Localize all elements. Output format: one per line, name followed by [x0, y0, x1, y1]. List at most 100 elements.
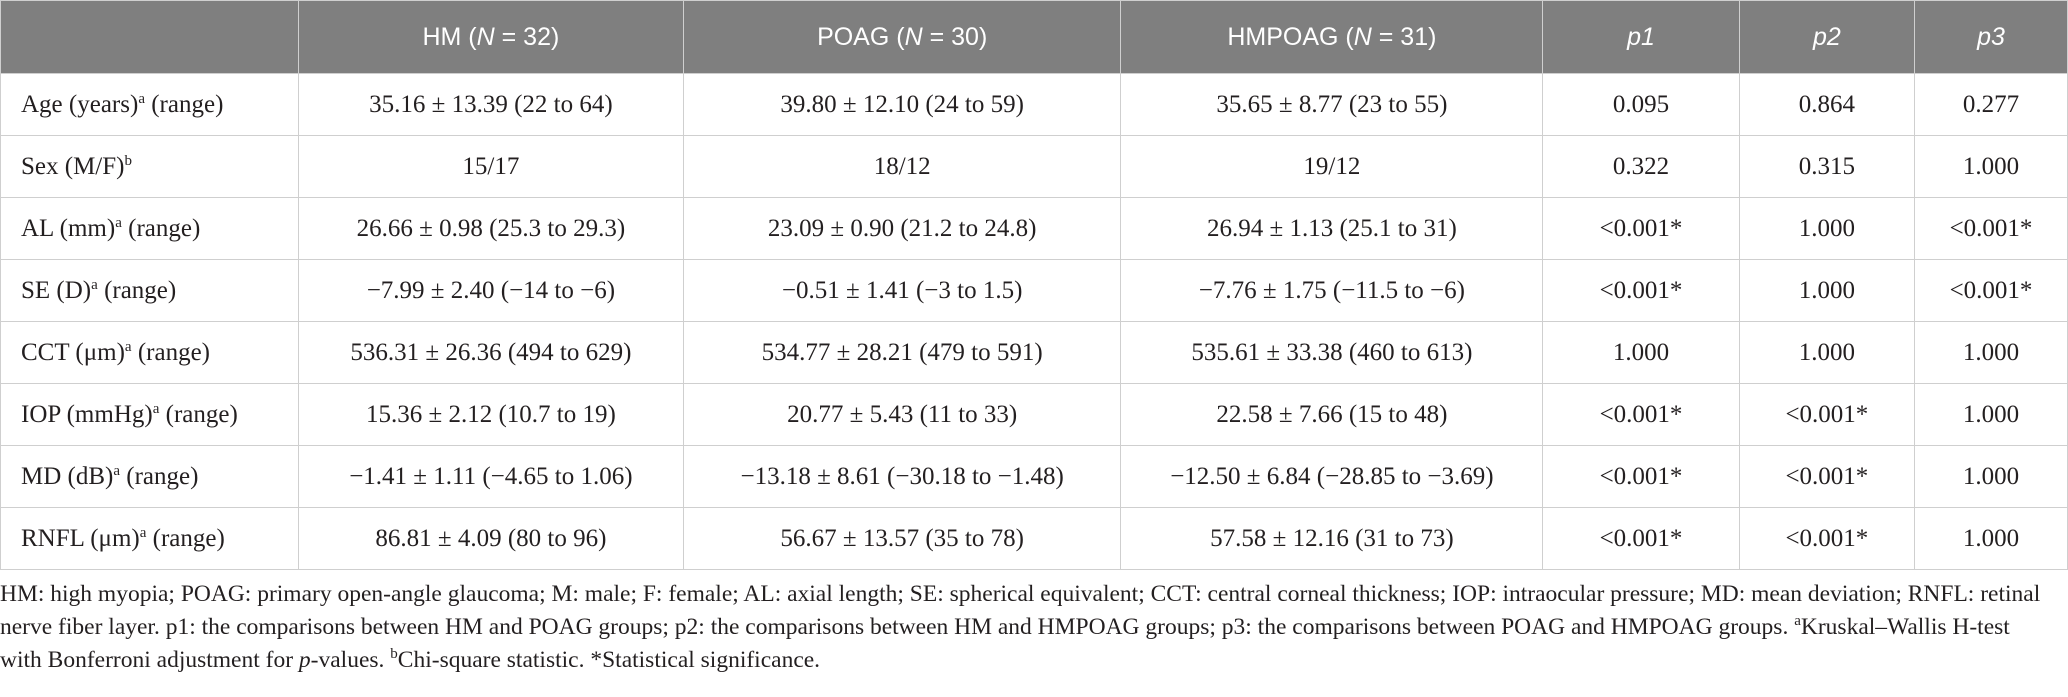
table-row: IOP (mmHg)a (range) 15.36 ± 2.12 (10.7 to… — [0, 383, 2068, 446]
row-label: Sex (M/F)b — [0, 135, 299, 198]
column-header-post: = 30) — [922, 22, 988, 51]
cell-p3: 1.000 — [1914, 507, 2068, 570]
cell-p3: <0.001* — [1914, 259, 2068, 322]
table-footnote: HM: high myopia; POAG: primary open-angl… — [0, 578, 2050, 677]
row-label: IOP (mmHg)a (range) — [0, 383, 299, 446]
row-label-text: MD (dB) — [21, 463, 114, 490]
cell-hmpoag: 26.94 ± 1.13 (25.1 to 31) — [1120, 197, 1544, 260]
footnote-a-text-italic: p — [298, 647, 311, 673]
column-header-italic: N — [1353, 22, 1372, 51]
row-label-superscript: a — [91, 277, 98, 293]
cell-p3: 1.000 — [1914, 383, 2068, 446]
row-label-text: CCT (μm) — [21, 339, 125, 366]
cell-p3: 1.000 — [1914, 321, 2068, 384]
cell-hm: 15.36 ± 2.12 (10.7 to 19) — [297, 383, 684, 446]
table-row: Sex (M/F)b 15/17 18/12 19/12 0.322 0.315 1.000 — [0, 135, 2068, 198]
cell-poag: 56.67 ± 13.57 (35 to 78) — [682, 507, 1122, 570]
row-label: AL (mm)a (range) — [0, 197, 299, 260]
cell-p1: <0.001* — [1542, 507, 1740, 570]
column-header-italic: p3 — [1977, 22, 2005, 51]
column-header-italic: p2 — [1812, 22, 1841, 51]
column-header-pre: HMPOAG ( — [1227, 22, 1354, 51]
row-label-superscript: a — [139, 525, 147, 541]
cell-p3: <0.001* — [1914, 197, 2068, 260]
cell-poag: 20.77 ± 5.43 (11 to 33) — [682, 383, 1122, 446]
cell-hmpoag: 35.65 ± 8.77 (23 to 55) — [1120, 73, 1544, 136]
row-label-text: Age (years) — [21, 91, 139, 118]
table-row: SE (D)a (range) −7.99 ± 2.40 (−14 to −6) −… — [0, 259, 2068, 322]
cell-hmpoag: 22.58 ± 7.66 (15 to 48) — [1120, 383, 1544, 446]
footnote-a-text-pre: Kruskal–Wallis H-test with Bonferroni ad… — [0, 614, 2010, 673]
row-label-text: SE (D) — [21, 277, 92, 304]
cell-p2: <0.001* — [1738, 445, 1916, 508]
cell-p2: <0.001* — [1738, 507, 1916, 570]
row-label-superscript: a — [115, 215, 122, 231]
footnote-a-text-post: -values. — [310, 647, 391, 673]
cell-hmpoag: −12.50 ± 6.84 (−28.85 to −3.69) — [1120, 445, 1544, 508]
footnote-b-text: Chi-square statistic. — [397, 647, 591, 673]
cell-poag: −0.51 ± 1.41 (−3 to 1.5) — [682, 259, 1122, 322]
column-header-italic: p1 — [1627, 22, 1655, 51]
cell-hm: −7.99 ± 2.40 (−14 to −6) — [297, 259, 684, 322]
cell-p1: 0.322 — [1542, 135, 1740, 198]
column-header: POAG (N = 30) — [682, 0, 1122, 74]
cell-hmpoag: 535.61 ± 33.38 (460 to 613) — [1120, 321, 1544, 384]
row-label-suffix: (range) — [97, 277, 177, 304]
cell-p3: 1.000 — [1914, 445, 2068, 508]
cell-p3: 1.000 — [1914, 135, 2068, 198]
row-label-superscript: a — [152, 401, 160, 417]
column-header: p1 — [1542, 0, 1740, 74]
row-label-superscript: b — [124, 153, 132, 169]
cell-p1: 1.000 — [1542, 321, 1740, 384]
column-header-italic: N — [476, 22, 495, 51]
cell-p2: 1.000 — [1738, 259, 1916, 322]
cell-poag: 23.09 ± 0.90 (21.2 to 24.8) — [682, 197, 1122, 260]
row-label: MD (dB)a (range) — [0, 445, 299, 508]
cell-p1: <0.001* — [1542, 197, 1740, 260]
cell-hm: 15/17 — [297, 135, 684, 198]
column-header: HMPOAG (N = 31) — [1120, 0, 1544, 74]
cell-hmpoag: 19/12 — [1120, 135, 1544, 198]
table-row: AL (mm)a (range) 26.66 ± 0.98 (25.3 to 29… — [0, 197, 2068, 260]
cell-poag: −13.18 ± 8.61 (−30.18 to −1.48) — [682, 445, 1122, 508]
row-label-suffix: (range) — [144, 91, 224, 118]
footnote-significance: *Statistical significance. — [590, 647, 821, 673]
cell-p1: 0.095 — [1542, 73, 1740, 136]
cell-hm: 26.66 ± 0.98 (25.3 to 29.3) — [297, 197, 684, 260]
row-label-suffix: (range) — [159, 401, 238, 428]
row-label-suffix: (range) — [131, 339, 211, 366]
cell-p1: <0.001* — [1542, 259, 1740, 322]
cell-p1: <0.001* — [1542, 445, 1740, 508]
table-row: Age (years)a (range) 35.16 ± 13.39 (22 to… — [0, 73, 2068, 136]
row-label: Age (years)a (range) — [0, 73, 299, 136]
cell-hmpoag: −7.76 ± 1.75 (−11.5 to −6) — [1120, 259, 1544, 322]
column-header-post: = 32) — [494, 22, 560, 51]
row-label-text: AL (mm) — [21, 215, 116, 242]
column-header-pre: HM ( — [422, 22, 477, 51]
footnote-abbreviations: HM: high myopia; POAG: primary open-angl… — [0, 581, 2041, 640]
cell-p3: 0.277 — [1914, 73, 2068, 136]
data-table: HM (N = 32) POAG (N = 30) HMPOAG (N = 31) p… — [0, 0, 2068, 570]
row-label: SE (D)a (range) — [0, 259, 299, 322]
column-header: HM (N = 32) — [297, 0, 684, 74]
row-label-text: RNFL (μm) — [21, 525, 140, 552]
cell-p2: 0.315 — [1738, 135, 1916, 198]
row-label-suffix: (range) — [146, 525, 225, 552]
footnote-b-mark: b — [390, 646, 398, 662]
cell-poag: 39.80 ± 12.10 (24 to 59) — [682, 73, 1122, 136]
column-header-post: = 31) — [1371, 22, 1437, 51]
cell-hm: 35.16 ± 13.39 (22 to 64) — [297, 73, 684, 136]
row-label-superscript: a — [124, 339, 132, 355]
cell-poag: 534.77 ± 28.21 (479 to 591) — [682, 321, 1122, 384]
row-label-text: IOP (mmHg) — [21, 401, 153, 428]
cell-hm: −1.41 ± 1.11 (−4.65 to 1.06) — [297, 445, 684, 508]
cell-p2: 1.000 — [1738, 321, 1916, 384]
header-corner — [0, 0, 299, 74]
cell-hm: 86.81 ± 4.09 (80 to 96) — [297, 507, 684, 570]
table-row: RNFL (μm)a (range) 86.81 ± 4.09 (80 to 96… — [0, 507, 2068, 570]
column-header: p2 — [1738, 0, 1916, 74]
cell-p2: 0.864 — [1738, 73, 1916, 136]
cell-p2: <0.001* — [1738, 383, 1916, 446]
table-body: Age (years)a (range) 35.16 ± 13.39 (22 to… — [0, 73, 2068, 570]
